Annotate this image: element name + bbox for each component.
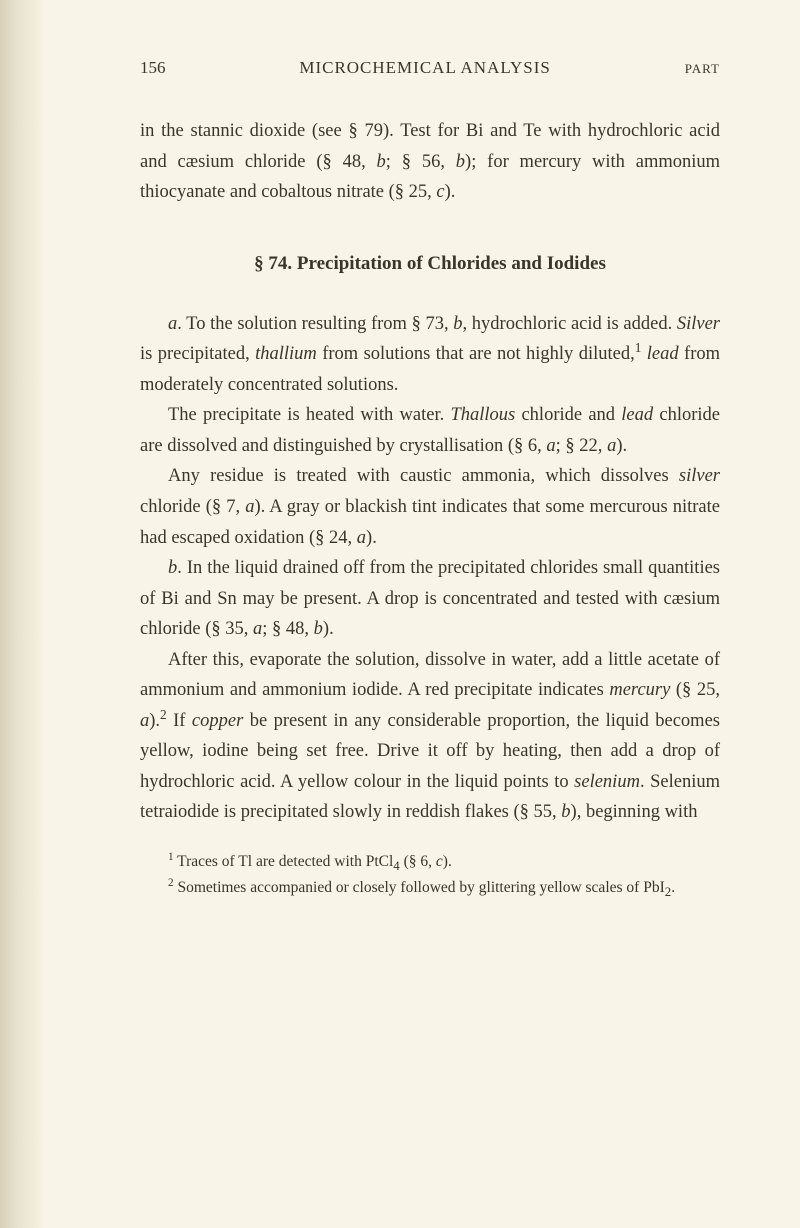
paragraph-1: in the stannic dioxide (see § 79). Test …	[140, 116, 720, 208]
running-head: MICROCHEMICAL ANALYSIS	[299, 58, 551, 78]
page-number: 156	[140, 58, 166, 78]
footnote-2: 2 Sometimes accompanied or closely follo…	[140, 876, 720, 902]
footnote-1: 1 Traces of Tl are detected with PtCl4 (…	[140, 850, 720, 876]
body-text: in the stannic dioxide (see § 79). Test …	[140, 116, 720, 828]
paragraph-4: Any residue is treated with caustic ammo…	[140, 461, 720, 553]
paragraph-2: a. To the solution resulting from § 73, …	[140, 309, 720, 401]
page-header: 156 MICROCHEMICAL ANALYSIS PART	[140, 58, 720, 78]
paragraph-6: After this, evaporate the solution, diss…	[140, 645, 720, 828]
footnotes: 1 Traces of Tl are detected with PtCl4 (…	[140, 850, 720, 902]
paragraph-5: b. In the liquid drained off from the pr…	[140, 553, 720, 645]
paragraph-3: The precipitate is heated with water. Th…	[140, 400, 720, 461]
section-heading: § 74. Precipitation of Chlorides and Iod…	[140, 248, 720, 279]
part-label: PART	[685, 61, 720, 77]
